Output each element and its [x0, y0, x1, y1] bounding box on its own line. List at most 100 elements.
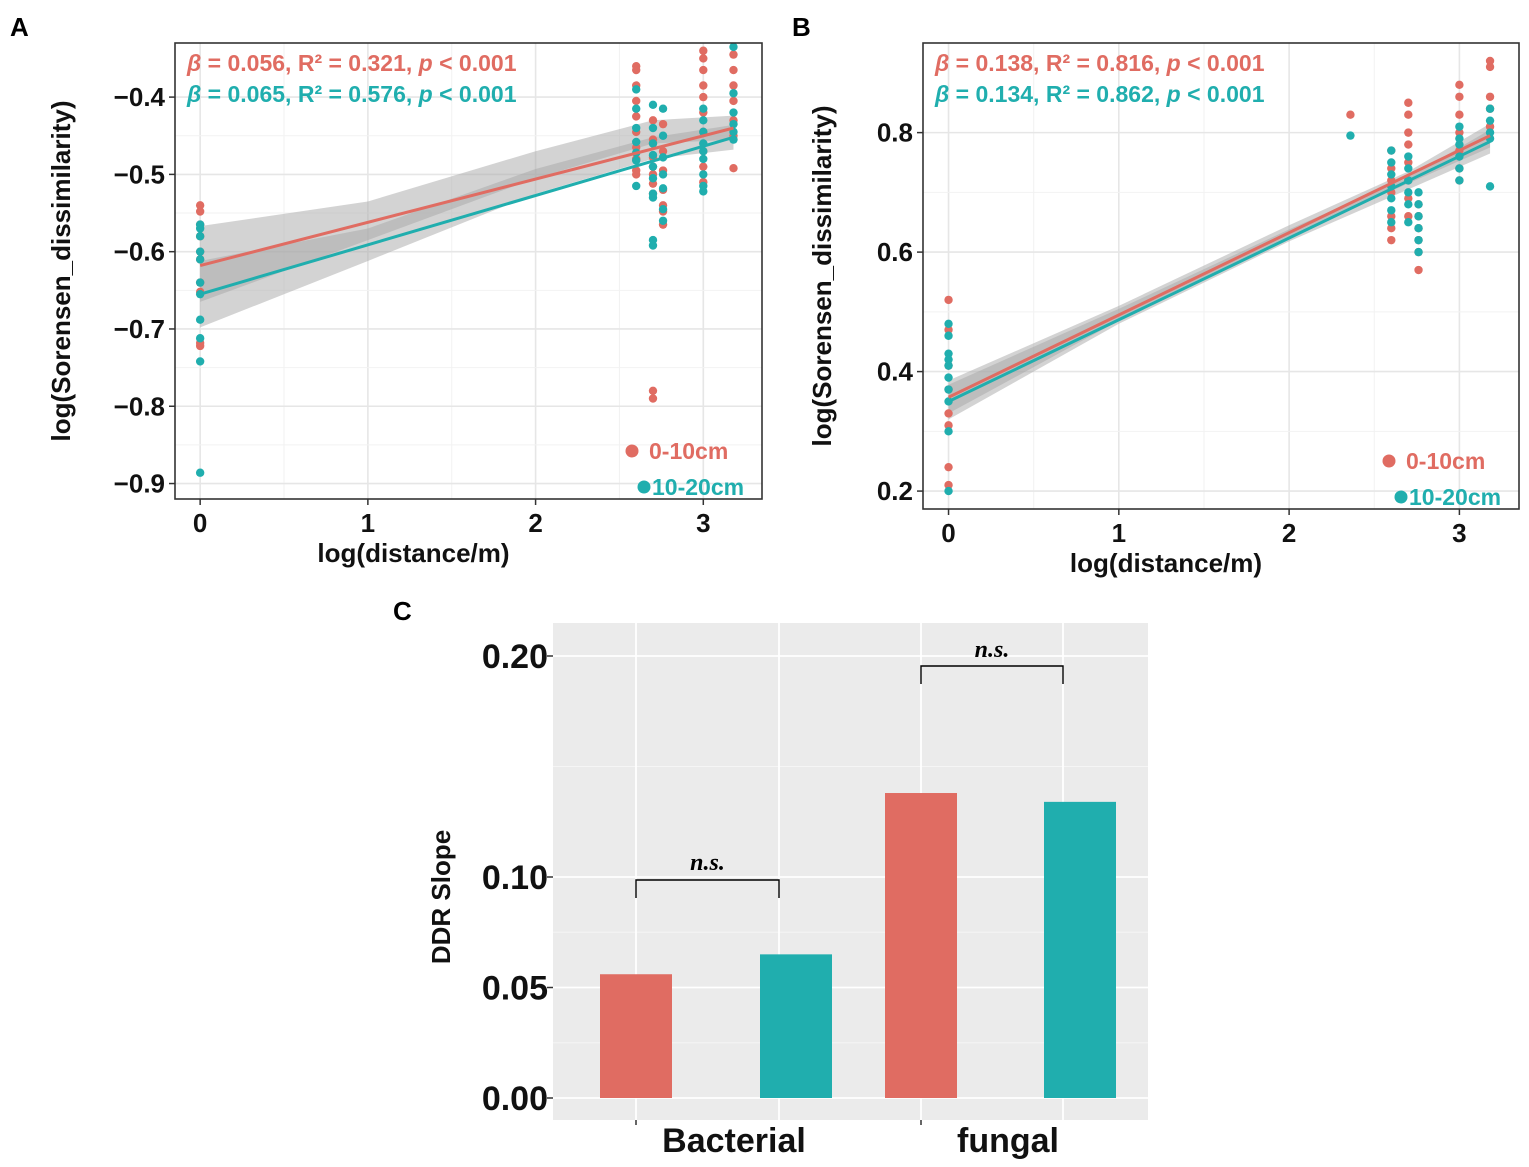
- data-point-10-20cm: [699, 116, 708, 125]
- y-tick-label: 0.00: [482, 1080, 548, 1118]
- data-point-0-10cm: [1455, 110, 1464, 119]
- y-axis-title: log(Sorensen_dissimilarity): [807, 106, 837, 447]
- p-symbol: p: [1166, 81, 1181, 107]
- stat-values: = 0.138, R² = 0.816,: [949, 50, 1166, 76]
- data-point-10-20cm: [195, 232, 205, 241]
- data-point-0-10cm: [699, 162, 708, 171]
- data-point-10-20cm: [944, 486, 953, 496]
- legend-label: 10-20cm: [1409, 484, 1501, 510]
- stat-annotation-0: β = 0.056, R² = 0.321, p < 0.001: [186, 50, 517, 76]
- x-tick-label: 3: [1452, 518, 1466, 548]
- data-point-10-20cm: [1455, 176, 1464, 185]
- data-point-0-10cm: [195, 201, 205, 210]
- stat-values: = 0.056, R² = 0.321,: [201, 50, 418, 76]
- data-point-0-10cm: [1404, 98, 1413, 107]
- bar-0-10cm-Bacterial: [600, 974, 672, 1098]
- data-point-0-10cm: [1404, 194, 1413, 203]
- y-tick-label: −0.6: [114, 237, 165, 267]
- confidence-band-10-20cm: [200, 124, 734, 328]
- data-point-10-20cm: [944, 373, 953, 382]
- data-point-10-20cm: [699, 104, 708, 113]
- data-point-10-20cm: [648, 123, 658, 133]
- x-tick-label: 2: [528, 508, 542, 538]
- data-point-10-20cm: [1387, 206, 1396, 215]
- p-symbol: p: [1166, 50, 1181, 76]
- panel-a-scatter: 0 1 2 3 −0.9 −0.8 −0.7 −0.6 −0.5 −0.4 log(distance…: [46, 42, 763, 568]
- bar-0-10cm-fungal: [885, 793, 957, 1098]
- significance-label: n.s.: [975, 637, 1010, 663]
- data-point-10-20cm: [195, 247, 205, 256]
- data-point-10-20cm: [648, 241, 658, 250]
- data-point-10-20cm: [699, 170, 708, 179]
- p-value: < 0.001: [433, 50, 517, 76]
- data-point-0-10cm: [1387, 164, 1396, 173]
- x-axis-title: log(distance/m): [1070, 548, 1262, 578]
- fit-line-0-10cm: [947, 134, 1491, 399]
- plot-frame: [922, 42, 1520, 510]
- legend-label: 0-10cm: [1406, 448, 1485, 474]
- data-point-10-20cm: [699, 154, 708, 164]
- legend-key-0-10cm: [625, 444, 639, 458]
- data-point-0-10cm: [699, 54, 708, 63]
- data-point-10-20cm: [1387, 146, 1396, 155]
- data-point-0-10cm: [1485, 92, 1495, 101]
- data-point-10-20cm: [648, 193, 658, 202]
- data-point-10-20cm: [729, 89, 738, 98]
- data-point-10-20cm: [195, 255, 205, 264]
- data-point-0-10cm: [1387, 224, 1396, 233]
- data-point-10-20cm: [944, 385, 953, 394]
- data-point-0-10cm: [658, 147, 668, 156]
- data-point-10-20cm: [1414, 188, 1423, 197]
- data-point-10-20cm: [632, 181, 641, 191]
- data-point-10-20cm: [1485, 182, 1495, 191]
- category-label: Bacterial: [662, 1122, 806, 1160]
- data-point-10-20cm: [1485, 104, 1495, 113]
- panel-c-bar: 0.00 0.05 0.10 0.20 Bacterial fungal DDR Slope…: [426, 623, 1148, 1160]
- x-tick-label: 2: [1282, 518, 1296, 548]
- y-tick-label: 0.05: [482, 970, 548, 1008]
- y-tick-label: −0.5: [114, 159, 165, 189]
- data-point-0-10cm: [195, 207, 205, 216]
- data-point-10-20cm: [729, 42, 738, 52]
- data-point-10-20cm: [1404, 152, 1413, 161]
- data-point-10-20cm: [944, 355, 953, 364]
- data-point-10-20cm: [729, 119, 738, 129]
- legend-key-0-10cm: [1382, 454, 1396, 468]
- data-point-10-20cm: [1404, 218, 1413, 227]
- data-point-0-10cm: [1455, 128, 1464, 137]
- data-point-10-20cm: [658, 104, 668, 113]
- p-symbol: p: [418, 50, 433, 76]
- beta-symbol: β: [934, 81, 949, 107]
- plot-background: [923, 43, 1519, 509]
- data-point-10-20cm: [658, 184, 668, 193]
- data-point-10-20cm: [944, 331, 953, 340]
- data-point-0-10cm: [944, 480, 953, 490]
- beta-symbol: β: [934, 50, 949, 76]
- beta-symbol: β: [186, 50, 201, 76]
- y-tick-label: 0.10: [482, 859, 548, 897]
- data-point-0-10cm: [195, 341, 205, 351]
- panel-b-scatter: 0 1 2 3 0.2 0.4 0.6 0.8 log(distance/m) log(Soren…: [807, 42, 1520, 578]
- data-point-10-20cm: [195, 468, 205, 477]
- data-point-10-20cm: [1414, 200, 1423, 209]
- data-point-0-10cm: [1404, 110, 1413, 119]
- data-point-10-20cm: [699, 187, 708, 196]
- data-point-10-20cm: [1414, 235, 1423, 245]
- data-point-0-10cm: [1404, 212, 1413, 221]
- data-point-10-20cm: [1414, 212, 1423, 221]
- data-point-0-10cm: [944, 421, 953, 430]
- data-point-10-20cm: [1455, 134, 1464, 143]
- y-tick-label: 0.8: [877, 118, 913, 148]
- data-point-10-20cm: [1387, 218, 1396, 227]
- data-point-0-10cm: [944, 295, 953, 305]
- data-point-10-20cm: [1387, 170, 1396, 179]
- data-point-0-10cm: [658, 119, 668, 129]
- data-point-0-10cm: [944, 409, 953, 418]
- significance-label: n.s.: [690, 850, 725, 876]
- y-tick-label: 0.6: [877, 237, 913, 267]
- x-tick-label: 1: [361, 508, 375, 538]
- data-point-10-20cm: [658, 216, 668, 225]
- data-point-0-10cm: [729, 96, 738, 106]
- data-point-0-10cm: [699, 65, 708, 75]
- data-point-0-10cm: [944, 325, 953, 334]
